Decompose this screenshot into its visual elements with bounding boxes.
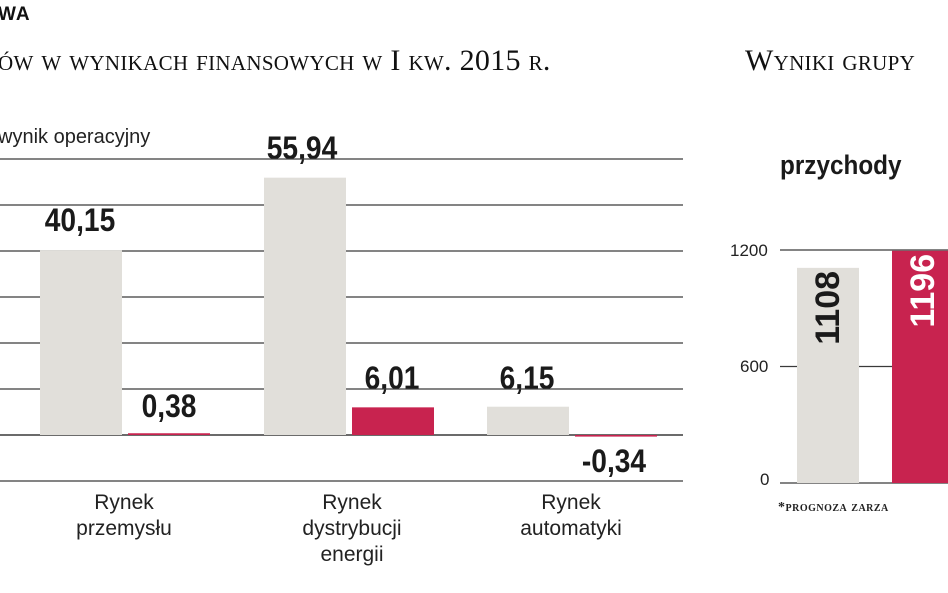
value-label-dystrybucji-red: 6,01 <box>364 360 420 396</box>
bar-gray-2 <box>487 406 569 435</box>
forecast-footnote: *prognoza zarza <box>778 500 889 515</box>
bar-red-1 <box>352 407 434 435</box>
y-tick-1200: 1200 <box>730 241 768 260</box>
category-label-line: Rynek <box>541 491 601 514</box>
y-tick-0: 0 <box>760 470 770 489</box>
left-chart-heading: ów w wynikach finansowych w I kw. 2015 r… <box>0 44 551 77</box>
category-label-line: dystrybucji <box>302 517 402 540</box>
revenue-value-label-0: 1108 <box>809 271 847 345</box>
right-chart-heading: Wyniki grupy <box>745 44 916 77</box>
category-label-line: przemysłu <box>76 517 172 540</box>
legend-operating-result: wynik operacyjny <box>0 126 151 148</box>
category-label-automatyki: Rynek automatyki <box>491 490 651 542</box>
value-label-przemyslu-gray: 40,15 <box>44 202 116 238</box>
value-label-automatyki-red: -0,34 <box>581 443 647 479</box>
revenue-bar-1 <box>892 250 948 483</box>
category-label-line: energii <box>320 543 384 566</box>
bar-gray-1 <box>264 177 346 435</box>
category-label-line: Rynek <box>94 491 154 514</box>
section-tag: WA <box>0 4 31 25</box>
value-label-przemyslu-red: 0,38 <box>141 388 197 424</box>
category-label-przemyslu: Rynek przemysłu <box>44 490 204 542</box>
category-label-dystrybucji: Rynek dystrybucji energii <box>272 490 432 568</box>
value-label-dystrybucji-gray: 55,94 <box>266 130 338 166</box>
bar-red-0 <box>128 433 210 435</box>
revenue-bar-0 <box>797 267 859 483</box>
category-label-line: automatyki <box>520 517 622 540</box>
operating-result-chart <box>0 158 683 482</box>
y-tick-600: 600 <box>740 357 769 376</box>
revenue-value-label-1: 1196 <box>904 254 942 328</box>
value-label-automatyki-gray: 6,15 <box>499 360 555 396</box>
category-label-line: Rynek <box>322 491 382 514</box>
bar-gray-0 <box>40 250 122 435</box>
bar-red-2 <box>575 435 657 437</box>
revenue-chart: 1108 1196 <box>780 249 948 484</box>
right-chart-title: przychody <box>780 150 902 180</box>
